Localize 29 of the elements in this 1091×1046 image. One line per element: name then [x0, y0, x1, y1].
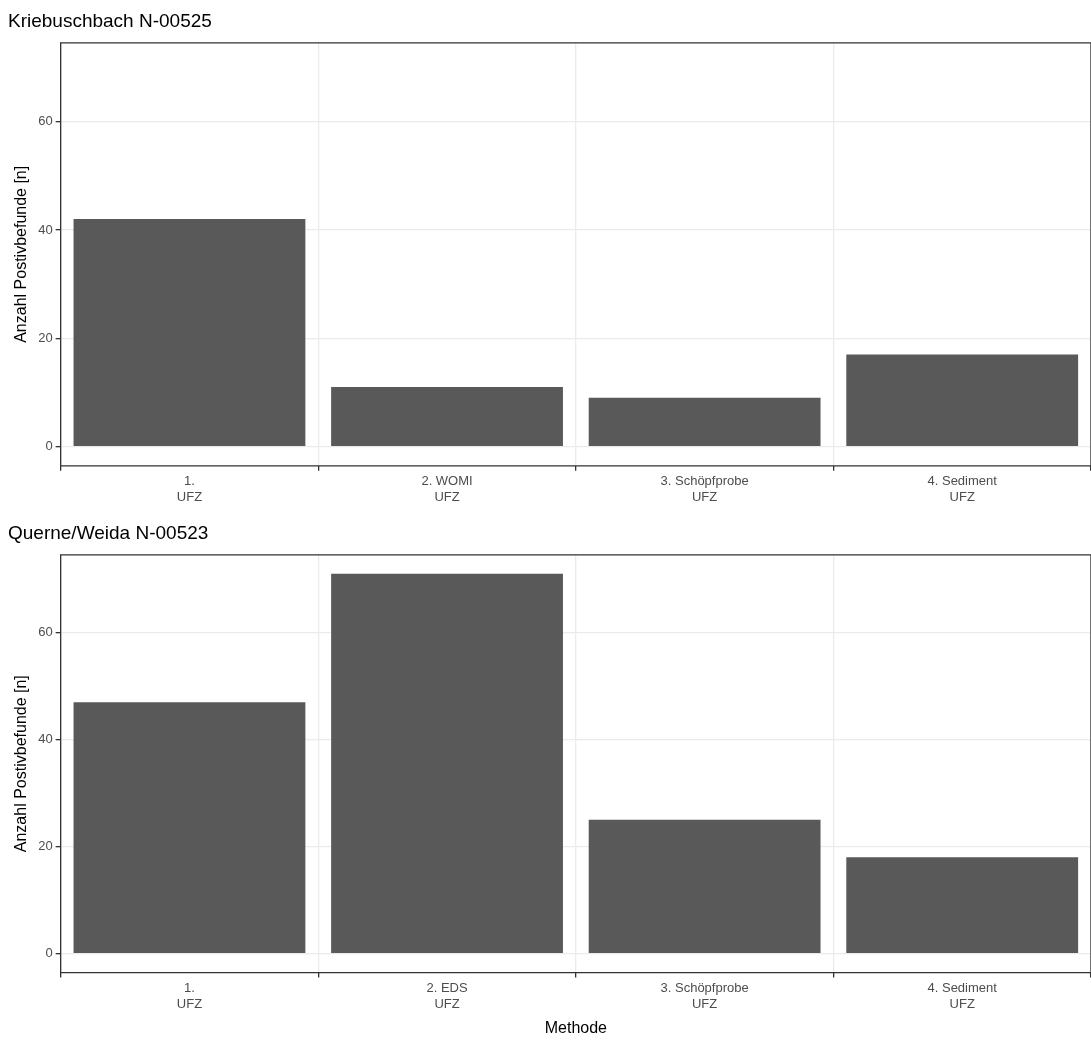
x-tick-label: 1. UFZ: [176, 979, 203, 1011]
x-tick-label: 3. Schöpfprobe UFZ: [660, 979, 749, 1011]
x-tick-label: 2. WOMI UFZ: [421, 473, 473, 504]
bar: [846, 354, 1079, 446]
x-tick-label: 2. EDS UFZ: [426, 979, 468, 1011]
x-tick-label: 4. Sediment UFZ: [927, 979, 998, 1011]
bar: [73, 219, 306, 446]
y-tick-label: 60: [38, 113, 53, 129]
x-tick-label: 3. Schöpfprobe UFZ: [660, 473, 749, 504]
y-tick-label: 0: [45, 438, 53, 454]
y-tick-label: 60: [38, 624, 53, 640]
x-tick-label: 4. Sediment UFZ: [927, 473, 998, 504]
y-tick-label: 0: [45, 945, 53, 961]
y-tick-label: 40: [38, 221, 53, 237]
y-axis-title: Anzahl Postivbefunde [n]: [12, 165, 30, 343]
y-tick-label: 40: [38, 731, 53, 747]
bar: [331, 387, 563, 446]
bar: [331, 573, 563, 953]
bar: [73, 702, 306, 953]
bar: [588, 819, 821, 953]
x-axis-title: Methode: [544, 1018, 608, 1036]
y-tick-label: 20: [38, 838, 53, 854]
chart-title: Kriebuschbach N-00525: [8, 9, 212, 31]
chart-title: Querne/Weida N-00523: [8, 521, 209, 543]
y-tick-label: 20: [38, 329, 53, 345]
bar: [588, 397, 821, 446]
bar: [846, 857, 1079, 953]
x-tick-label: 1. UFZ: [176, 473, 203, 504]
y-axis-title: Anzahl Postivbefunde [n]: [12, 675, 30, 853]
